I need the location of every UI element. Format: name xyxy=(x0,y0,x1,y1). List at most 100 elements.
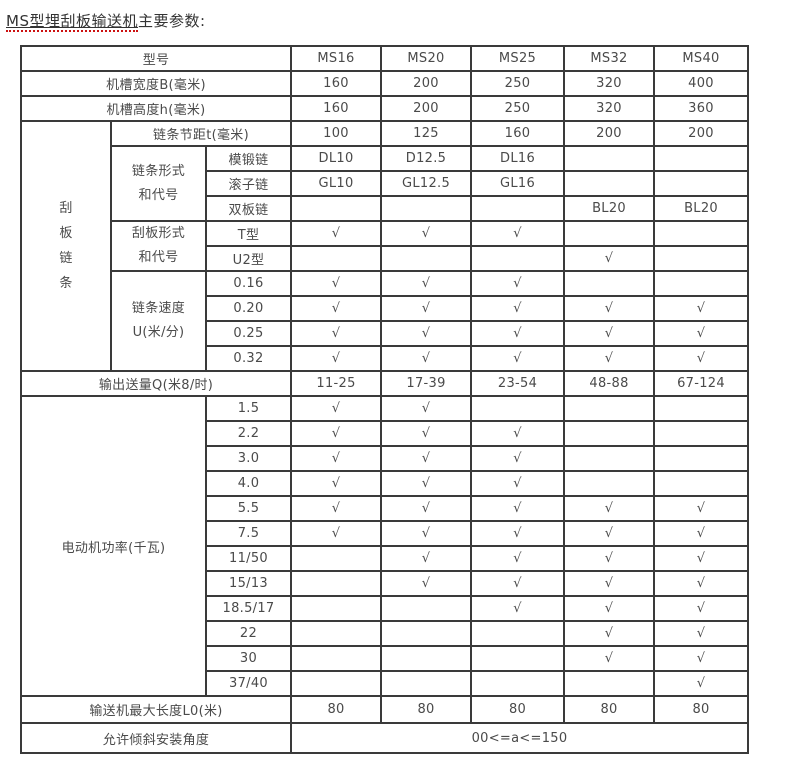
cell-value: 11/50 xyxy=(204,545,293,572)
check-mark: √ xyxy=(653,670,750,697)
cell-empty xyxy=(290,595,383,622)
row-label: 输送机最大长度L0(米) xyxy=(19,695,293,724)
check-mark: √ xyxy=(470,470,566,497)
cell-empty xyxy=(380,595,473,622)
check-mark: √ xyxy=(290,395,383,422)
table-row: 刮 板 链 条链条节距t(毫米) 100 125 160 200 200 xyxy=(20,120,750,372)
check-mark: √ xyxy=(380,570,473,597)
cell-value: DL16 xyxy=(470,145,566,172)
cell-empty xyxy=(290,545,383,572)
check-mark: √ xyxy=(290,520,383,547)
check-mark: √ xyxy=(653,620,750,647)
cell-value: 22 xyxy=(204,620,293,647)
check-mark: √ xyxy=(290,420,383,447)
parameters-table: 型号 MS16 MS20 MS25 MS32 MS40 机槽宽度B(毫米) 160 200 250… xyxy=(19,45,750,754)
table-row: 2.2 √ √ √ xyxy=(21,420,750,447)
cell-value: 360 xyxy=(653,95,750,122)
table-row: 滚子链 GL10 GL12.5 GL16 xyxy=(21,170,750,197)
table-row: 4.0 √ √ √ xyxy=(21,470,750,497)
table-row: 0.25 √ √ √ √ √ xyxy=(21,320,750,347)
cell-value: D12.5 xyxy=(380,145,473,172)
cell-empty xyxy=(290,670,383,697)
check-mark: √ xyxy=(653,345,750,372)
table-row: U2型 √ xyxy=(21,245,750,272)
check-mark: √ xyxy=(563,345,656,372)
check-mark: √ xyxy=(563,245,656,272)
row-label: U2型 xyxy=(204,245,293,272)
row-label: 链条节距t(毫米) xyxy=(109,120,293,147)
check-mark: √ xyxy=(470,445,566,472)
cell-value: 125 xyxy=(380,120,473,147)
table-row: 链条形式 和代号 模锻链 DL10 D12.5 DL16 xyxy=(21,145,750,222)
row-label: 输出送量Q(米8/时) xyxy=(19,370,293,397)
table-row: 30 √ √ xyxy=(21,645,750,672)
cell-value: 11-25 xyxy=(290,370,383,397)
cell-value: MS25 xyxy=(470,45,566,72)
cell-value: 48-88 xyxy=(563,370,656,397)
check-mark: √ xyxy=(290,320,383,347)
check-mark: √ xyxy=(470,295,566,322)
cell-value: DL10 xyxy=(290,145,383,172)
check-mark: √ xyxy=(653,570,750,597)
check-mark: √ xyxy=(653,295,750,322)
table-row: 18.5/17 √ √ √ xyxy=(21,595,750,622)
table-row: 链条速度 U(米/分) 0.16 √ √ √ xyxy=(21,270,750,372)
table-row: 0.20 √ √ √ √ √ xyxy=(21,295,750,322)
row-label: 刮 板 链 条 xyxy=(20,120,112,372)
cell-value: MS40 xyxy=(653,45,750,72)
table-row: 15/13 √ √ √ √ xyxy=(21,570,750,597)
check-mark: √ xyxy=(290,470,383,497)
cell-value: 0.25 xyxy=(204,320,293,347)
cell-value: 160 xyxy=(290,95,383,122)
cell-empty xyxy=(653,220,750,247)
row-label: 机槽高度h(毫米) xyxy=(19,95,293,122)
row-label: 双板链 xyxy=(204,195,293,222)
cell-value: 0.20 xyxy=(204,295,293,322)
row-label: 电动机功率(千瓦) xyxy=(20,395,207,697)
check-mark: √ xyxy=(380,495,473,522)
cell-empty xyxy=(470,670,566,697)
cell-value: 1.5 xyxy=(204,395,293,422)
cell-value: 200 xyxy=(563,120,656,147)
cell-value: 0.16 xyxy=(204,270,293,297)
cell-value: 200 xyxy=(380,95,473,122)
table-row: 型号 MS16 MS20 MS25 MS32 MS40 xyxy=(19,45,750,72)
cell-value: 100 xyxy=(290,120,383,147)
cell-value: GL10 xyxy=(290,170,383,197)
title-keyword: MS型埋刮板输送机 xyxy=(6,12,138,32)
row-label: T型 xyxy=(204,220,293,247)
cell-value: 00<=a<=150 xyxy=(290,722,750,754)
page-title: MS型埋刮板输送机主要参数: xyxy=(0,0,796,32)
check-mark: √ xyxy=(290,270,383,297)
cell-value: 200 xyxy=(380,70,473,97)
check-mark: √ xyxy=(563,495,656,522)
table-row: 5.5 √ √ √ √ √ xyxy=(21,495,750,522)
cell-value: 160 xyxy=(470,120,566,147)
table-row: 37/40 √ xyxy=(21,670,750,697)
table-row: 输出送量Q(米8/时) 11-25 17-39 23-54 48-88 67-124 xyxy=(19,370,750,397)
cell-value: 320 xyxy=(563,70,656,97)
check-mark: √ xyxy=(653,645,750,672)
table-row: 0.32 √ √ √ √ √ xyxy=(21,345,750,372)
check-mark: √ xyxy=(470,345,566,372)
check-mark: √ xyxy=(290,445,383,472)
cell-value: 320 xyxy=(563,95,656,122)
cell-value: 2.2 xyxy=(204,420,293,447)
cell-empty xyxy=(653,470,750,497)
cell-empty xyxy=(653,170,750,197)
cell-empty xyxy=(653,270,750,297)
cell-value: 23-54 xyxy=(470,370,566,397)
cell-empty xyxy=(380,670,473,697)
cell-value: 200 xyxy=(653,120,750,147)
check-mark: √ xyxy=(563,620,656,647)
cell-value: 67-124 xyxy=(653,370,750,397)
table-row: 电动机功率(千瓦) 1.5 √ √ xyxy=(20,395,750,697)
cell-value: 400 xyxy=(653,70,750,97)
check-mark: √ xyxy=(563,595,656,622)
cell-empty xyxy=(563,145,656,172)
row-label: 机槽宽度B(毫米) xyxy=(19,70,293,97)
cell-empty xyxy=(653,245,750,272)
table-row: 机槽宽度B(毫米) 160 200 250 320 400 xyxy=(19,70,750,97)
check-mark: √ xyxy=(380,420,473,447)
